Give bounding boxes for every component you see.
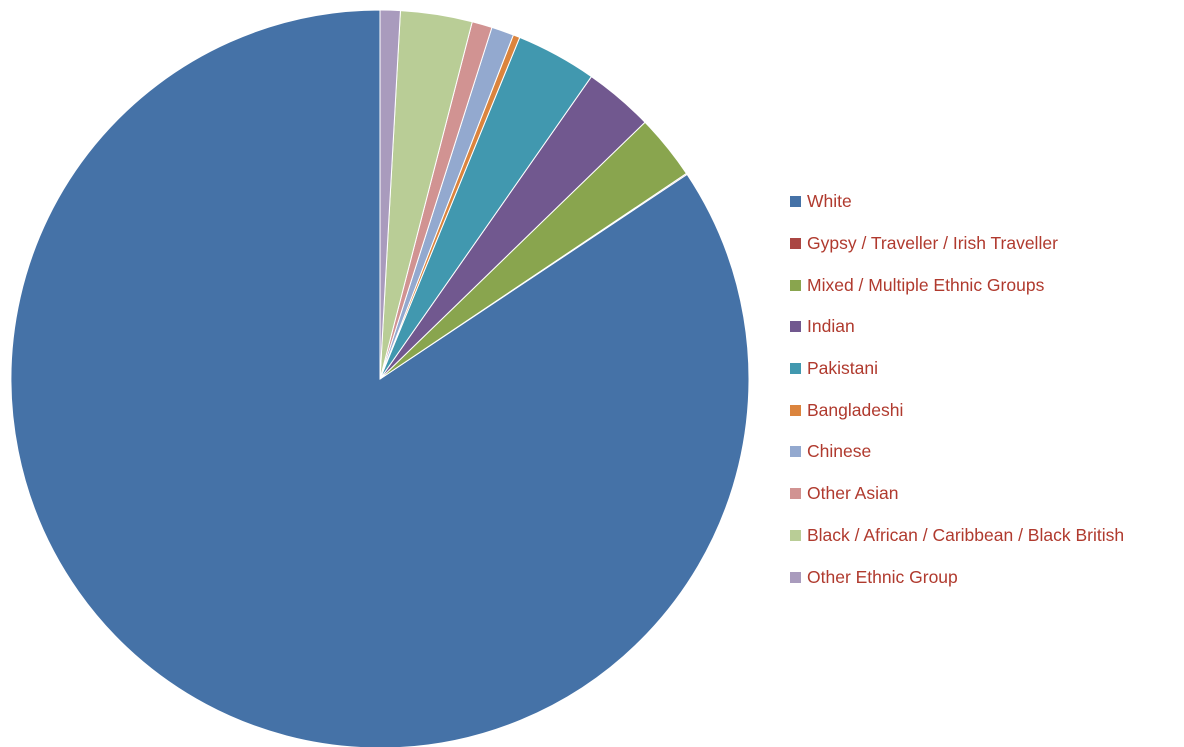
legend-item: Other Asian: [790, 473, 1124, 515]
legend-label: Other Asian: [807, 483, 899, 504]
legend-swatch: [790, 363, 801, 375]
legend-swatch: [790, 196, 801, 208]
legend-swatch: [790, 488, 801, 500]
legend-swatch: [790, 571, 801, 583]
legend-label: Bangladeshi: [807, 399, 904, 420]
legend-swatch: [790, 321, 801, 333]
legend-label: Chinese: [807, 441, 872, 462]
legend-item: Black / African / Caribbean / Black Brit…: [790, 515, 1124, 557]
legend-label: Pakistani: [807, 358, 879, 379]
legend-item: Indian: [790, 306, 1124, 348]
pie-slice-9: [379, 9, 401, 380]
legend: White Gypsy / Traveller / Irish Traveller…: [790, 181, 1124, 598]
legend-label: Gypsy / Traveller / Irish Traveller: [807, 233, 1058, 254]
legend-label: Mixed / Multiple Ethnic Groups: [807, 274, 1045, 295]
legend-item: Mixed / Multiple Ethnic Groups: [790, 264, 1124, 306]
legend-item: Bangladeshi: [790, 389, 1124, 431]
legend-label: Other Ethnic Group: [807, 566, 958, 587]
legend-swatch: [790, 279, 801, 291]
legend-swatch: [790, 529, 801, 541]
legend-item: Other Ethnic Group: [790, 556, 1124, 598]
legend-item: Gypsy / Traveller / Irish Traveller: [790, 223, 1124, 265]
legend-swatch: [790, 238, 801, 250]
legend-swatch: [790, 404, 801, 416]
legend-item: Chinese: [790, 431, 1124, 473]
legend-label: Indian: [807, 316, 855, 337]
legend-label: Black / African / Caribbean / Black Brit…: [807, 524, 1125, 545]
pie-slice-0: [10, 9, 750, 747]
legend-item: Pakistani: [790, 348, 1124, 390]
legend-swatch: [790, 446, 801, 458]
legend-label: White: [807, 191, 852, 212]
legend-item: White: [790, 181, 1124, 223]
